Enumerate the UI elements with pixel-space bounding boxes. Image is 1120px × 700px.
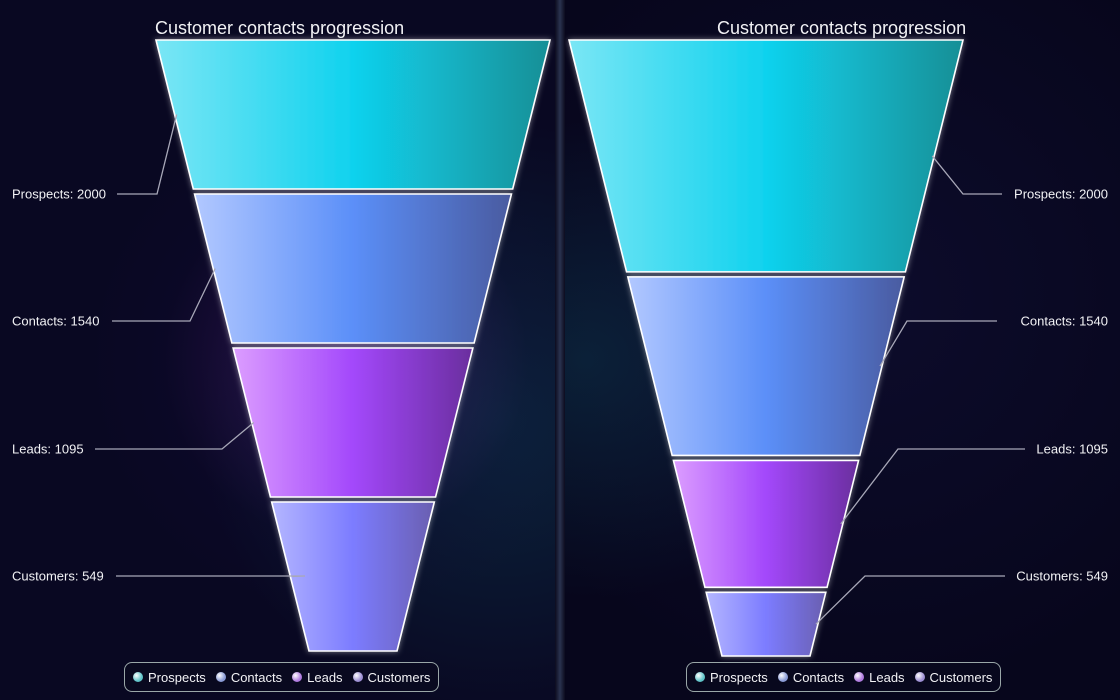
legend-label: Customers [367,669,431,685]
legend-item-contacts[interactable]: Contacts [215,669,283,685]
funnel-segment-leads[interactable] [672,459,860,589]
leader-line-contacts [879,320,997,367]
legend-label: Leads [869,669,905,685]
funnel-segment-customers[interactable] [270,501,436,652]
legend-dot-leads [292,672,303,682]
chart-panel-left: Customer contacts progression Prospects:… [0,0,555,700]
data-label-customers: Customers: 549 [1016,569,1108,584]
funnel-chart-right: Prospects: 2000 Contacts: 1540 Leads: 1095… [567,39,1108,657]
funnel-segment-prospects[interactable] [567,39,965,273]
legend-label: Customers [929,669,993,685]
chart-panel-right: Customer contacts progression Prospects:… [565,0,1120,700]
data-label-prospects: Prospects: 2000 [12,187,106,202]
legend-label: Prospects [710,669,768,685]
legend-label: Contacts [230,669,283,685]
legend-item-prospects[interactable]: Prospects [133,670,206,685]
legend-item-prospects[interactable]: Prospects [695,670,768,685]
data-label-customers: Customers: 549 [12,569,104,584]
leader-line-customers [815,575,1005,625]
leader-line-leads [95,422,255,450]
legend-dot-customers [914,672,925,682]
leader-line-leads [840,448,1025,525]
legend-dot-prospects [133,672,143,682]
data-label-contacts: Contacts: 1540 [1021,314,1108,329]
legend-item-leads[interactable]: Leads [292,669,343,685]
funnel-chart-left: Prospects: 2000 Contacts: 1540 Leads: 1095… [12,39,552,652]
legend-dot-contacts [215,672,226,682]
funnel-segment-customers[interactable] [705,591,827,657]
data-label-prospects: Prospects: 2000 [1014,187,1108,202]
chart-title-left: Customer contacts progression [155,18,405,38]
leader-line-contacts [112,268,216,322]
panel-divider [555,0,565,700]
legend-item-customers[interactable]: Customers [352,669,431,685]
data-label-leads: Leads: 1095 [12,442,84,457]
legend-item-leads[interactable]: Leads [854,669,905,685]
legend-left: Prospects Contacts Leads Customers [124,662,440,692]
leader-line-prospects [931,155,1002,195]
data-label-leads: Leads: 1095 [1036,442,1108,457]
chart-title-right: Customer contacts progression [717,18,967,38]
funnel-segment-contacts[interactable] [193,193,513,344]
funnel-segment-contacts[interactable] [626,276,906,457]
legend-label: Leads [307,669,343,685]
leader-line-customers [116,575,306,578]
funnel-segment-prospects[interactable] [154,39,552,190]
legend-item-contacts[interactable]: Contacts [777,669,845,685]
legend-label: Contacts [792,669,845,685]
legend-dot-customers [352,672,363,682]
legend-dot-leads [854,672,865,682]
legend-label: Prospects [148,669,206,685]
legend-dot-contacts [777,672,788,682]
funnel-segment-leads[interactable] [232,347,474,498]
leader-line-prospects [117,114,178,195]
legend-right: Prospects Contacts Leads Customers [686,662,1002,692]
legend-dot-prospects [695,672,705,682]
legend-item-customers[interactable]: Customers [914,669,993,685]
data-label-contacts: Contacts: 1540 [12,314,99,329]
